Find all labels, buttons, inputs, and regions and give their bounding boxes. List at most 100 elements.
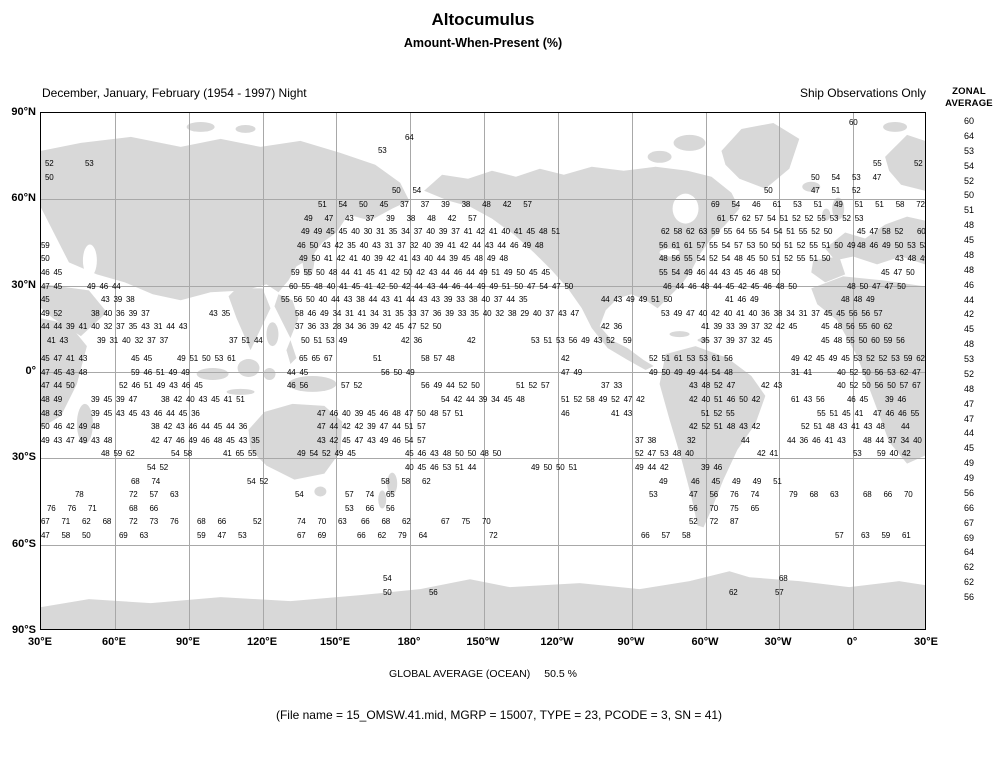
grid-value-cluster: 45 (41, 295, 50, 304)
grid-value-cluster: 42 41 (757, 449, 779, 458)
grid-value-cluster: 54 (383, 574, 392, 583)
lon-tick-label: 90°W (617, 636, 645, 648)
zonal-average-value: 42 (963, 309, 974, 319)
grid-value-cluster: 47 56 76 74 (689, 490, 760, 499)
grid-value-cluster: 38 40 36 39 37 (91, 309, 150, 318)
lon-tick-label: 60°E (102, 636, 126, 648)
grid-value-cluster: 51 52 58 49 52 47 42 (561, 395, 645, 404)
zonal-average-header-line2: AVERAGE (945, 98, 993, 109)
grid-value-cluster: 50 (383, 588, 392, 597)
grid-value-cluster: 44 (901, 422, 910, 431)
grid-value-cluster: 61 43 56 (791, 395, 825, 404)
lat-tick-label: 30°S (12, 451, 36, 463)
grid-value-cluster: 53 49 47 40 42 40 41 40 36 38 34 31 37 4… (661, 309, 883, 318)
zonal-average-value: 52 (963, 176, 974, 186)
grid-value-cluster: 58 46 49 34 31 41 34 31 35 33 37 36 39 3… (295, 309, 579, 318)
zonal-average-value: 45 (963, 443, 974, 453)
gridline-vertical (706, 113, 707, 629)
lon-tick-label: 150°W (466, 636, 500, 648)
grid-value-cluster: 51 54 50 45 37 37 39 38 48 42 57 (318, 200, 532, 209)
lon-tick-label: 120°E (246, 636, 278, 648)
zonal-average-value: 64 (963, 131, 974, 141)
zonal-average-value: 66 (963, 503, 974, 513)
grid-value-cluster: 65 65 67 (299, 354, 333, 363)
grid-value-cluster: 42 40 51 46 50 42 (689, 395, 761, 404)
global-average-line: GLOBAL AVERAGE (OCEAN) 50.5 % (0, 668, 966, 680)
lat-tick-label: 90°N (11, 106, 36, 118)
grid-value-cluster: 62 58 62 63 59 55 64 55 54 54 51 55 52 5… (661, 227, 833, 236)
lon-tick-label: 0° (846, 636, 858, 648)
grid-value-cluster: 44 36 46 41 43 (787, 436, 846, 445)
grid-value-cluster: 59 40 42 (877, 449, 911, 458)
grid-value-cluster: 38 42 43 46 44 45 44 36 (151, 422, 248, 431)
file-info-line: (File name = 15_OMSW.41.mid, MGRP = 1500… (275, 708, 723, 722)
grid-value-cluster: 47 44 42 42 39 47 44 51 57 (317, 422, 426, 431)
grid-value-cluster: 54 52 (247, 477, 269, 486)
grid-value-cluster: 49 54 52 49 45 (297, 449, 356, 458)
lon-tick-label: 90°E (176, 636, 200, 648)
gridline-horizontal (41, 286, 925, 287)
grid-value-cluster: 50 54 53 47 (811, 173, 882, 182)
grid-value-cluster: 66 68 62 (361, 517, 411, 526)
grid-value-cluster: 42 (467, 336, 476, 345)
source-label: Ship Observations Only (799, 86, 926, 100)
grid-value-cluster: 54 52 (147, 463, 169, 472)
grid-value-cluster: 56 49 44 52 50 (421, 381, 480, 390)
zonal-average-value: 49 (963, 473, 974, 483)
grid-value-cluster: 59 46 51 49 49 (131, 368, 190, 377)
zonal-average-value: 45 (963, 324, 974, 334)
grid-value-cluster: 72 57 63 (129, 490, 179, 499)
grid-value-cluster: 44 45 (287, 368, 309, 377)
grid-value-cluster: 47 51 52 (811, 186, 861, 195)
zonal-average-value: 53 (963, 146, 974, 156)
grid-value-cluster: 52 (914, 159, 923, 168)
grid-value-cluster: 67 69 (297, 531, 327, 540)
lon-tick-label: 30°E (28, 636, 52, 648)
grid-value-cluster: 49 50 50 51 (531, 463, 578, 472)
zonal-average-value: 48 (963, 220, 974, 230)
grid-value-cluster: 46 (561, 409, 570, 418)
grid-value-cluster: 49 49 45 45 40 30 31 35 34 37 40 39 37 4… (301, 227, 560, 236)
grid-value-cluster: 48 59 62 (101, 449, 135, 458)
grid-value-cluster: 59 (41, 241, 50, 250)
grid-value-cluster: 48 56 55 54 52 54 48 45 50 51 52 55 51 5… (659, 254, 831, 263)
grid-value-cluster: 52 72 87 (689, 517, 739, 526)
grid-value-cluster: 39 46 (701, 463, 723, 472)
grid-value-cluster: 67 75 70 (441, 517, 491, 526)
grid-value-cluster: 50 54 (392, 186, 422, 195)
lon-tick-label: 60°W (691, 636, 719, 648)
grid-value-cluster: 53 51 53 56 49 43 52 (531, 336, 615, 345)
lat-tick-label: 30°N (11, 279, 36, 291)
grid-value-cluster: 62 (729, 588, 738, 597)
grid-value-cluster: 43 35 (209, 309, 231, 318)
grid-value-cluster: 40 45 46 53 51 44 (405, 463, 477, 472)
grid-value-cluster: 64 (405, 133, 414, 142)
grid-value-cluster: 79 68 63 (789, 490, 839, 499)
grid-value-cluster: 41 43 (611, 409, 633, 418)
grid-value-cluster: 49 43 47 49 43 48 (41, 436, 113, 445)
zonal-average-value: 47 (963, 414, 974, 424)
grid-value-cluster: 68 66 70 (863, 490, 913, 499)
grid-value-cluster: 42 36 (601, 322, 623, 331)
gridline-vertical (558, 113, 559, 629)
grid-value-cluster: 53 (378, 146, 387, 155)
grid-value-cluster: 47 49 (561, 368, 583, 377)
grid-value-cluster: 50 51 53 49 (301, 336, 348, 345)
lon-tick-label: 180° (397, 636, 421, 648)
gridline-horizontal (41, 199, 925, 200)
zonal-average-value: 64 (963, 547, 974, 557)
zonal-average-value: 48 (963, 339, 974, 349)
grid-value-cluster: 54 (295, 490, 304, 499)
grid-value-cluster: 52 (45, 159, 54, 168)
figure-title: Altocumulus (431, 10, 535, 29)
zonal-average-value: 46 (963, 280, 974, 290)
grid-value-cluster: 41 43 (47, 336, 69, 345)
grid-value-cluster: 42 43 (761, 381, 783, 390)
grid-value-cluster: 53 (853, 449, 862, 458)
grid-value-cluster: 44 (741, 436, 750, 445)
grid-value-cluster: 50 (764, 186, 773, 195)
zonal-average-value: 50 (963, 190, 974, 200)
global-average-value: 50.5 % (544, 668, 577, 680)
grid-value-cluster: 58 58 62 (381, 477, 431, 486)
